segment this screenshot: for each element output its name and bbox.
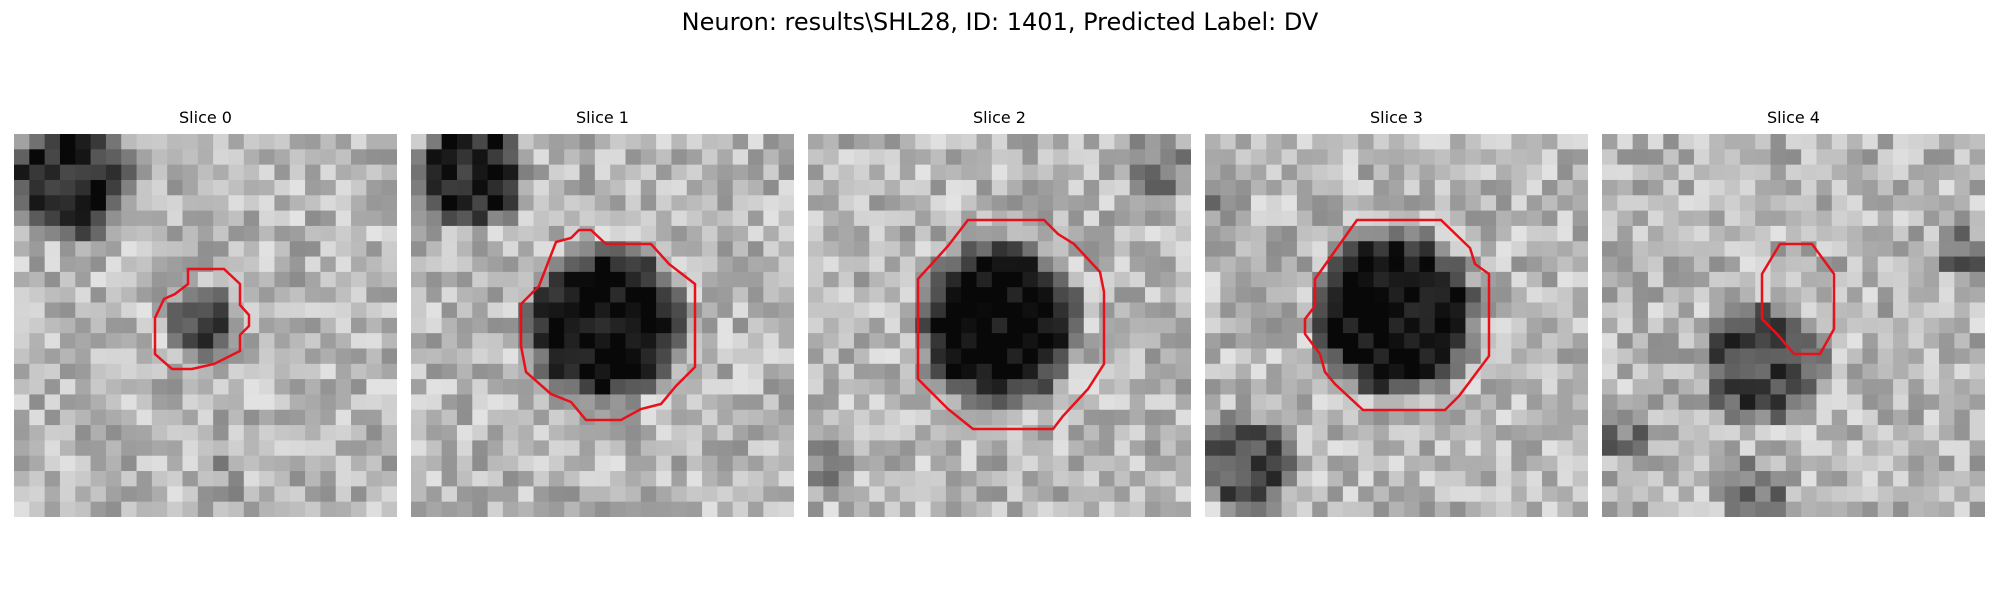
- grayscale-pixels: [14, 134, 397, 517]
- slice-title-2: Slice 2: [973, 108, 1026, 127]
- roi-contour: [153, 267, 251, 371]
- slice-image-0: [14, 134, 397, 517]
- grayscale-pixels: [411, 134, 794, 517]
- slice-title-4: Slice 4: [1767, 108, 1820, 127]
- slice-title-0: Slice 0: [179, 108, 232, 127]
- slice-title-1: Slice 1: [576, 108, 629, 127]
- grayscale-pixels: [1602, 134, 1985, 517]
- roi-contour: [1303, 218, 1491, 412]
- slice-image-2: [808, 134, 1191, 517]
- roi-contour: [519, 228, 697, 422]
- roi-contour: [916, 218, 1106, 431]
- slice-title-3: Slice 3: [1370, 108, 1423, 127]
- slice-image-1: [411, 134, 794, 517]
- roi-contour: [1760, 242, 1836, 356]
- grayscale-pixels: [808, 134, 1191, 517]
- grayscale-pixels: [1205, 134, 1588, 517]
- slice-image-4: [1602, 134, 1985, 517]
- figure-title: Neuron: results\SHL28, ID: 1401, Predict…: [681, 8, 1319, 36]
- slice-image-3: [1205, 134, 1588, 517]
